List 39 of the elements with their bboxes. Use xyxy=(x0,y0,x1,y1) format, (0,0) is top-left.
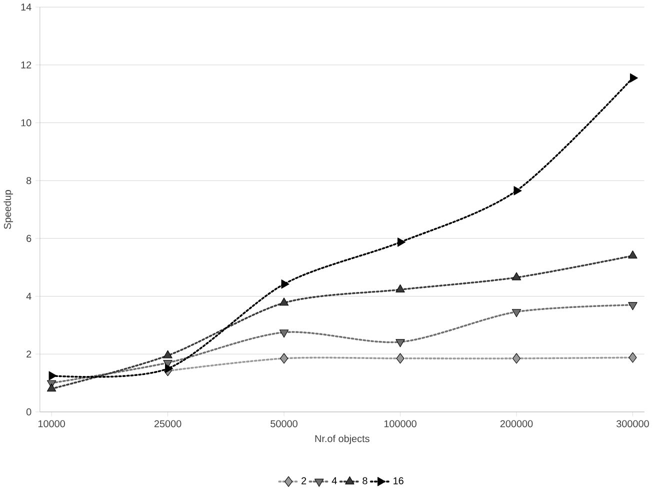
point xyxy=(630,73,638,82)
point xyxy=(165,364,174,373)
point xyxy=(628,352,637,363)
point xyxy=(396,339,405,348)
point xyxy=(512,308,522,317)
y-tick-label: 4 xyxy=(26,292,32,300)
y-tick-label: 12 xyxy=(21,61,32,68)
point xyxy=(48,371,57,380)
point xyxy=(163,350,172,358)
y-tick-label: 14 xyxy=(21,4,32,10)
point xyxy=(279,298,289,306)
point xyxy=(512,272,522,280)
point xyxy=(396,353,404,364)
point xyxy=(396,284,405,292)
point xyxy=(279,329,289,338)
x-tick-label: 25000 xyxy=(154,420,182,428)
y-tick-label: 2 xyxy=(26,350,32,358)
point xyxy=(514,186,522,196)
x-tick-label: 10000 xyxy=(38,420,65,428)
point xyxy=(280,353,288,364)
legend-label: 8 xyxy=(362,477,368,484)
y-tick-label: 8 xyxy=(26,176,32,184)
x-tick-label: 200000 xyxy=(500,420,533,428)
point xyxy=(628,302,638,310)
legend-label: 16 xyxy=(394,477,404,484)
legend-label: 2 xyxy=(302,477,306,484)
x-tick-label: 300000 xyxy=(616,420,649,428)
x-axis-title: Nr.of objects xyxy=(315,434,370,444)
x-tick-label: 100000 xyxy=(384,420,416,428)
point xyxy=(281,279,290,289)
point xyxy=(628,250,638,258)
point xyxy=(397,237,406,247)
y-tick-label: 6 xyxy=(26,234,32,242)
y-tick-label: 10 xyxy=(21,119,32,126)
legend-label: 4 xyxy=(332,477,337,484)
point xyxy=(512,353,520,364)
x-tick-label: 50000 xyxy=(270,420,298,428)
y-axis-title: Speedup xyxy=(4,190,13,229)
y-tick-label: 0 xyxy=(26,408,32,416)
